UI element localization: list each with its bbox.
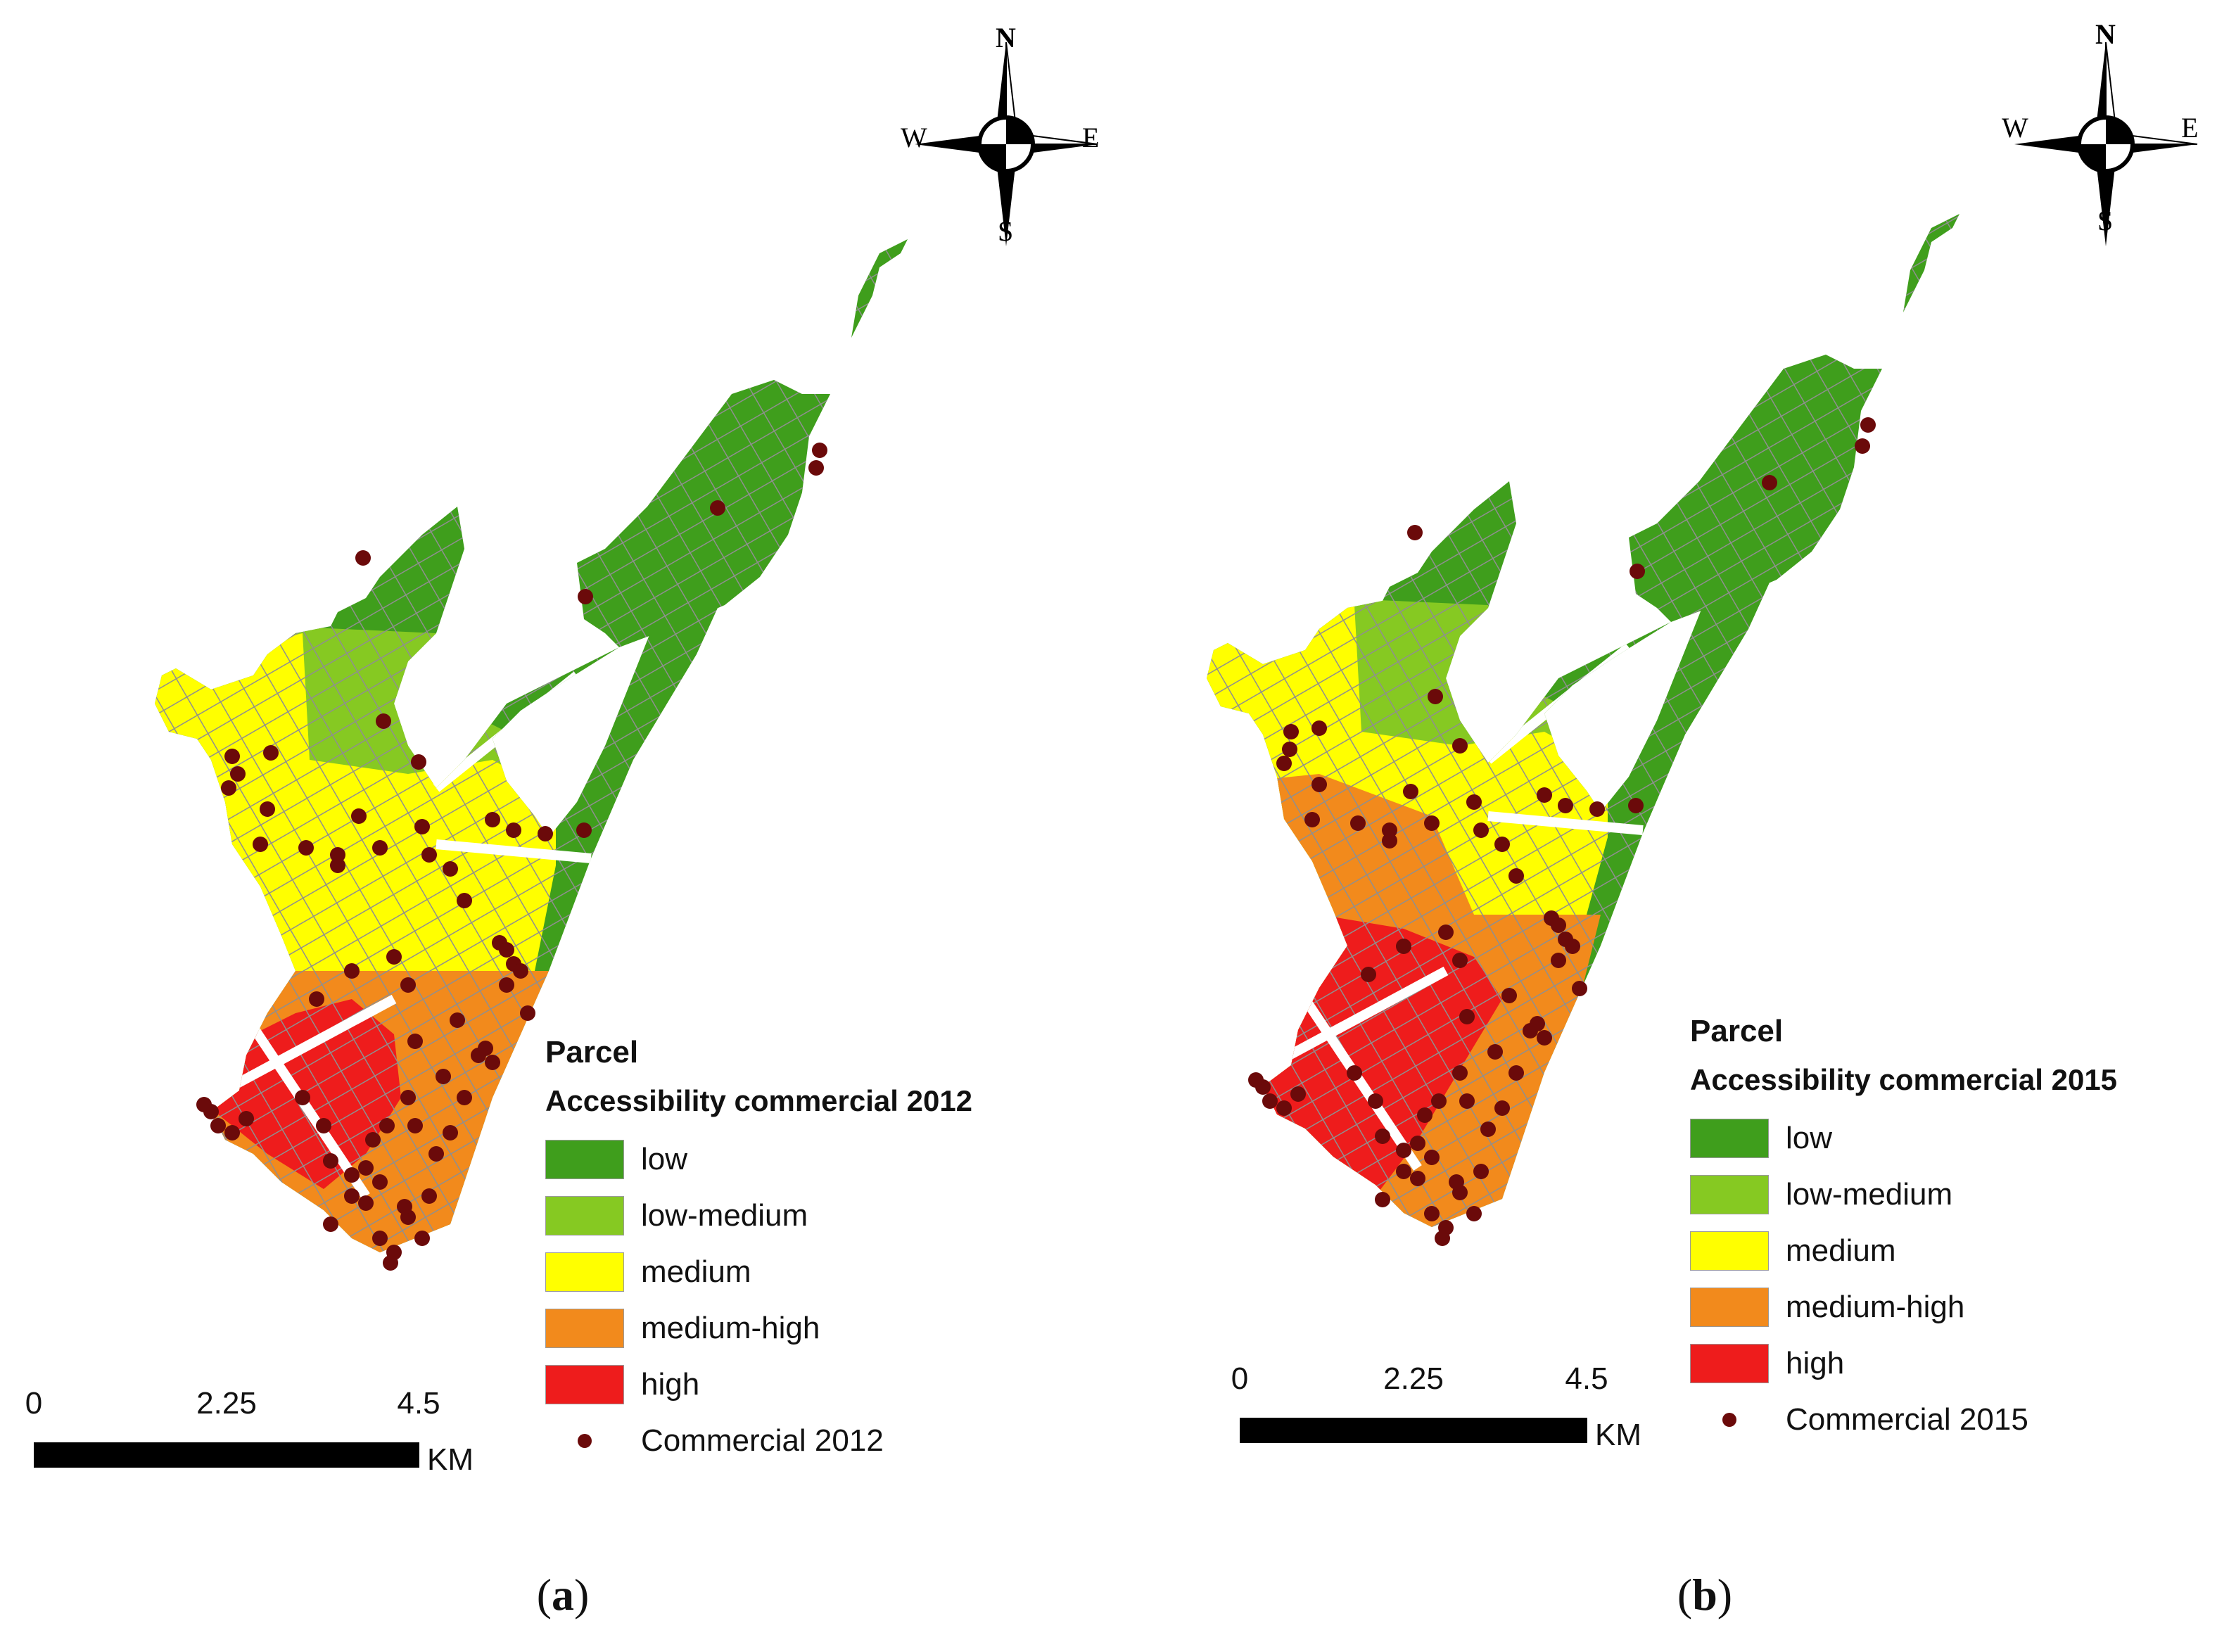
legend-row-medium-high: medium-high xyxy=(545,1300,972,1356)
scale-tick-0: 0 xyxy=(1231,1361,1249,1396)
legend: Parcel Accessibility commercial 2012 low… xyxy=(545,1034,972,1469)
legend-row-low: low xyxy=(545,1131,972,1188)
swatch-high xyxy=(1690,1344,1769,1383)
panel-label-b: (b) xyxy=(1677,1570,1733,1620)
parcel-map-2015 xyxy=(1207,214,1959,1246)
scale-unit: KM xyxy=(1595,1418,1641,1452)
scale-tick-mid: 2.25 xyxy=(196,1386,257,1421)
compass-s: S xyxy=(2097,205,2114,236)
compass-n: N xyxy=(996,22,1016,53)
legend-label-medium: medium xyxy=(641,1254,751,1289)
scale-tick-end: 4.5 xyxy=(1565,1361,1608,1396)
legend-row-medium: medium xyxy=(1690,1223,2117,1279)
legend-label-medium: medium xyxy=(1786,1233,1896,1268)
legend-label-low: low xyxy=(1786,1121,1833,1155)
commercial-2012-points xyxy=(196,443,827,1271)
map-panel-a: N S W E Parcel Accessibility commercial … xyxy=(0,0,1108,1652)
map-panel-b: N S W E Parcel Accessibility commercial … xyxy=(1108,0,2217,1652)
compass-w: W xyxy=(901,122,927,153)
legend-row-commercial: Commercial 2012 xyxy=(545,1413,972,1469)
legend-row-commercial: Commercial 2015 xyxy=(1690,1392,2117,1448)
compass-w: W xyxy=(2002,112,2028,144)
swatch-low-medium xyxy=(545,1196,624,1235)
legend-row-medium: medium xyxy=(545,1244,972,1300)
swatch-medium-high xyxy=(545,1309,624,1348)
north-arrow xyxy=(1993,28,2217,260)
legend-label-high: high xyxy=(1786,1346,1845,1380)
legend-label-low-medium: low-medium xyxy=(1786,1177,1953,1212)
legend-label-low: low xyxy=(641,1142,688,1176)
legend-subtitle: Accessibility commercial 2012 xyxy=(545,1084,973,1117)
scale-unit: KM xyxy=(427,1442,474,1477)
north-arrow xyxy=(894,28,1119,260)
commercial-2015-points xyxy=(1248,417,1876,1246)
legend-label-high: high xyxy=(641,1367,700,1402)
legend-row-high: high xyxy=(545,1356,972,1413)
parcel-map-2012 xyxy=(155,239,908,1271)
scale-bar: 0 2.25 4.5 KM xyxy=(0,1386,507,1485)
commercial-point-icon xyxy=(1690,1400,1769,1440)
scale-bar-line xyxy=(1240,1418,1587,1443)
legend-label-low-medium: low-medium xyxy=(641,1198,808,1233)
swatch-low-medium xyxy=(1690,1175,1769,1214)
legend-subtitle: Accessibility commercial 2015 xyxy=(1690,1063,2118,1096)
legend-row-low: low xyxy=(1690,1110,2117,1167)
swatch-medium xyxy=(1690,1231,1769,1271)
swatch-low xyxy=(545,1140,624,1179)
scale-bar-line xyxy=(34,1442,419,1468)
legend-title: Parcel xyxy=(545,1035,639,1069)
scale-tick-end: 4.5 xyxy=(397,1386,440,1421)
legend: Parcel Accessibility commercial 2015 low… xyxy=(1690,1013,2117,1448)
commercial-point-icon xyxy=(545,1421,624,1461)
legend-label-commercial: Commercial 2015 xyxy=(1786,1402,2028,1437)
swatch-medium xyxy=(545,1252,624,1292)
swatch-high xyxy=(545,1365,624,1404)
panel-label-a: (a) xyxy=(536,1570,590,1620)
legend-label-medium-high: medium-high xyxy=(641,1311,820,1345)
compass-e: E xyxy=(1082,122,1100,153)
legend-row-low-medium: low-medium xyxy=(1690,1167,2117,1223)
swatch-low xyxy=(1690,1119,1769,1158)
legend-row-low-medium: low-medium xyxy=(545,1188,972,1244)
scale-tick-mid: 2.25 xyxy=(1383,1361,1444,1396)
legend-title: Parcel xyxy=(1690,1014,1784,1048)
legend-label-commercial: Commercial 2012 xyxy=(641,1423,884,1458)
swatch-medium-high xyxy=(1690,1288,1769,1327)
scale-tick-0: 0 xyxy=(25,1386,43,1421)
compass-n: N xyxy=(2095,18,2116,50)
legend-row-medium-high: medium-high xyxy=(1690,1279,2117,1335)
legend-label-medium-high: medium-high xyxy=(1786,1290,1965,1324)
compass-e: E xyxy=(2181,112,2199,144)
compass-s: S xyxy=(998,215,1014,247)
scale-bar: 0 2.25 4.5 KM xyxy=(1108,1361,1641,1460)
legend-row-high: high xyxy=(1690,1335,2117,1392)
